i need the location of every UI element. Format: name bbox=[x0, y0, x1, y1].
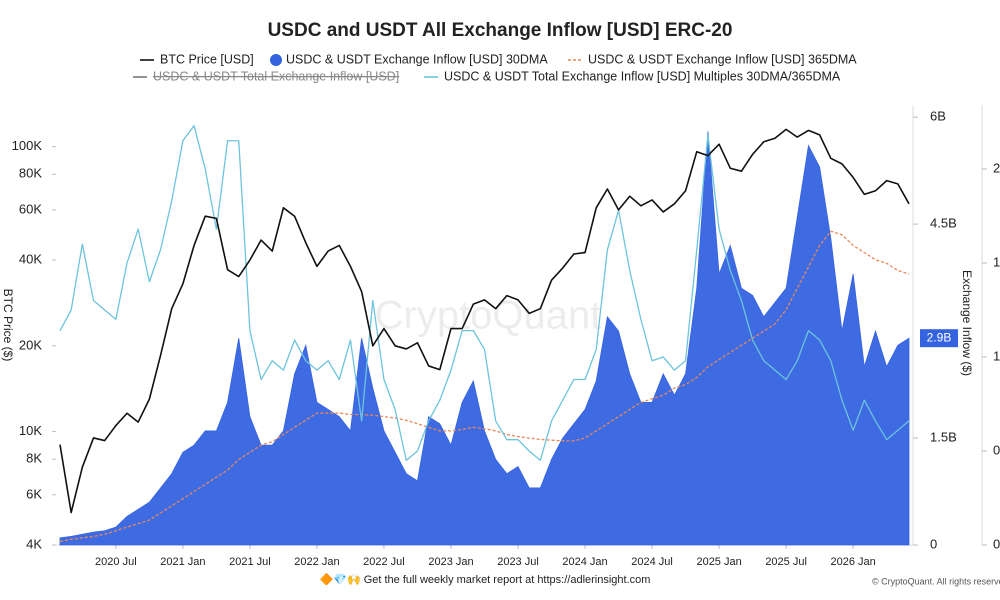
x-tick-label: 2023 Jul bbox=[497, 556, 539, 568]
y-tick-label: 40K bbox=[19, 251, 42, 266]
y3-tick-label: 0 bbox=[993, 536, 1000, 551]
y2-tick-label: 0 bbox=[930, 536, 937, 551]
y-axis-label: BTC Price ($) bbox=[1, 289, 15, 362]
x-tick-label: 2025 Jan bbox=[696, 556, 741, 568]
x-tick-label: 2024 Jan bbox=[562, 556, 607, 568]
x-tick-label: 2026 Jan bbox=[831, 556, 876, 568]
x-tick-label: 2021 Jan bbox=[160, 556, 205, 568]
y2-tick-label: 6B bbox=[930, 109, 946, 124]
inflow-area bbox=[59, 131, 910, 546]
x-tick-label: 2025 Jul bbox=[765, 556, 807, 568]
y2-tick-label: 4.5B bbox=[930, 216, 957, 231]
series-line bbox=[59, 230, 910, 543]
current-value-label: 2.9B bbox=[927, 330, 952, 344]
watermark: CryptoQuant bbox=[375, 294, 602, 338]
x-tick-label: 2021 Jul bbox=[229, 556, 271, 568]
legend-label[interactable]: USDC & USDT Exchange Inflow [USD] 365DMA bbox=[588, 52, 857, 66]
y3-tick-label: 2 bbox=[993, 160, 1000, 175]
x-tick-label: 2024 Jul bbox=[631, 556, 673, 568]
legend-swatch bbox=[270, 54, 282, 66]
series-line bbox=[59, 128, 910, 514]
legend-label[interactable]: BTC Price [USD] bbox=[160, 52, 254, 66]
x-tick-label: 2022 Jan bbox=[294, 556, 339, 568]
legend-label[interactable]: USDC & USDT Total Exchange Inflow [USD] … bbox=[444, 69, 841, 83]
y-tick-label: 20K bbox=[19, 337, 42, 352]
y3-tick-label: 1.5 bbox=[993, 254, 1000, 269]
current-value-box bbox=[920, 329, 958, 348]
y3-tick-label: 0.5 bbox=[993, 442, 1000, 457]
chart-title: USDC and USDT All Exchange Inflow [USD] … bbox=[268, 20, 733, 41]
y2-tick-label: 1.5B bbox=[930, 429, 957, 444]
legend-label[interactable]: USDC & USDT Exchange Inflow [USD] 30DMA bbox=[286, 52, 548, 66]
y2-axis-label: Exchange Inflow ($) bbox=[960, 270, 974, 376]
footer: 🔶💎🙌 Get the full weekly market report at… bbox=[320, 573, 651, 586]
x-tick-label: 2022 Jul bbox=[363, 556, 405, 568]
y3-tick-label: 1 bbox=[993, 348, 1000, 363]
y-tick-label: 4K bbox=[26, 536, 42, 551]
x-tick-label: 2023 Jan bbox=[428, 556, 473, 568]
y-tick-label: 80K bbox=[19, 166, 42, 181]
y-tick-label: 60K bbox=[19, 201, 42, 216]
copyright: © CryptoQuant. All rights reserved bbox=[872, 576, 1000, 586]
legend-label-hidden: USDC & USDT Total Exchange Inflow [USD] bbox=[153, 69, 399, 83]
y-tick-label: 6K bbox=[26, 486, 42, 501]
y-tick-label: 100K bbox=[12, 138, 43, 153]
series-line bbox=[59, 125, 910, 462]
y-tick-label: 8K bbox=[26, 451, 42, 466]
x-tick-label: 2020 Jul bbox=[95, 556, 137, 568]
y-tick-label: 10K bbox=[19, 423, 42, 438]
